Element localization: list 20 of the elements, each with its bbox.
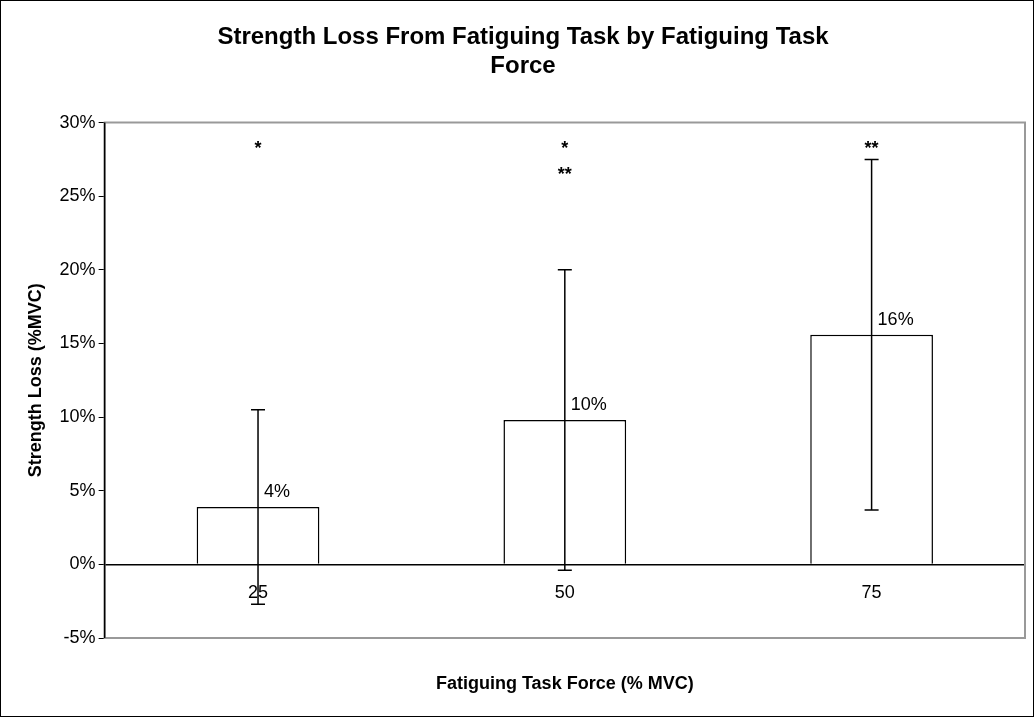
y-tick-label: 10% — [59, 406, 96, 427]
data-label: 16% — [877, 308, 914, 329]
y-tick-label: 25% — [59, 185, 96, 206]
y-tick-label: 30% — [59, 111, 96, 132]
y-tick-label: -5% — [63, 626, 96, 647]
data-label: 10% — [570, 394, 607, 415]
y-axis-title: Strength Loss (%MVC) — [24, 283, 45, 478]
chart-title: Strength Loss From Fatiguing Task by Fatiguing Task Force — [217, 22, 830, 78]
annotation: * — [254, 137, 262, 158]
annotation: ** — [557, 163, 572, 184]
y-tick-label: 0% — [69, 553, 96, 574]
x-tick-label: 50 — [554, 582, 575, 603]
y-tick-label: 20% — [59, 258, 96, 279]
annotation: ** — [864, 137, 879, 158]
x-axis-title: Fatiguing Task Force (% MVC) — [435, 672, 694, 693]
annotation: * — [561, 137, 569, 158]
y-tick-label: 15% — [59, 332, 96, 353]
y-tick-label: 5% — [69, 479, 96, 500]
data-label: 4% — [264, 480, 291, 501]
x-tick-label: 75 — [861, 582, 882, 603]
